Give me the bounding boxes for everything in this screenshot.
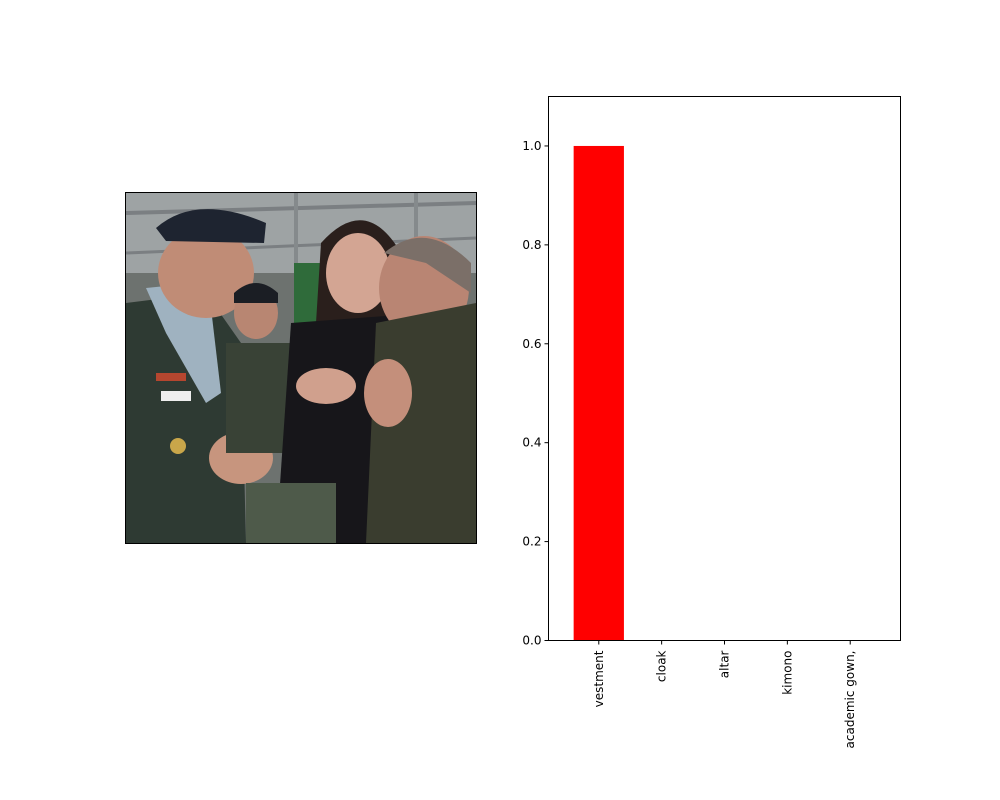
y-tick-label: 1.0 <box>522 139 541 153</box>
y-tick-label: 0.6 <box>522 337 541 351</box>
photo-panel <box>125 192 477 544</box>
x-tick-label: academic gown, <box>843 651 857 749</box>
bar-0 <box>573 145 624 641</box>
x-tick-label: vestment <box>592 650 606 707</box>
bars-group <box>573 145 624 641</box>
y-ticks-group: 0.0 0.2 0.4 0.6 0.8 1.0 <box>522 139 549 648</box>
x-tick-label: kimono <box>780 651 794 695</box>
photo-image <box>126 193 476 543</box>
y-tick-label: 0.2 <box>522 535 541 549</box>
y-tick-label: 0.8 <box>522 238 541 252</box>
x-tick-label: altar <box>718 650 732 678</box>
y-tick-label: 0.4 <box>522 436 541 450</box>
x-tick-label: cloak <box>655 650 669 682</box>
x-ticks-group: vestment cloak altar kimono academic gown, <box>592 640 857 749</box>
y-tick-label: 0.0 <box>522 634 541 648</box>
